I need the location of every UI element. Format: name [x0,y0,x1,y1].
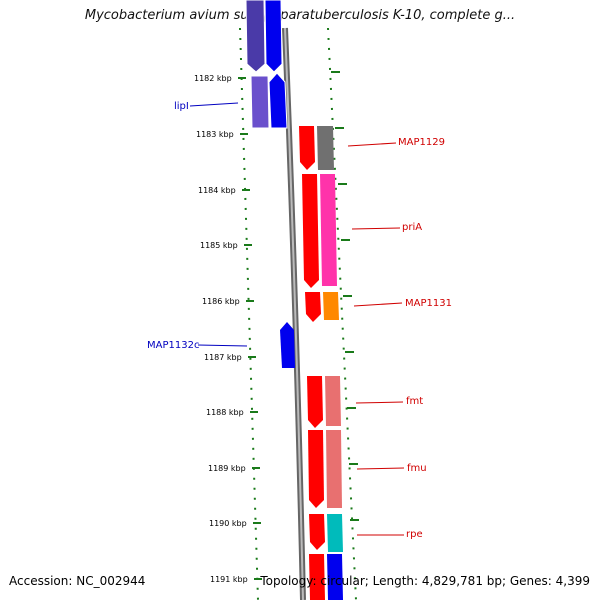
gene-pria-b [320,174,337,286]
gene-pria-a [302,174,319,288]
gene-upper-1 [245,0,266,73]
right-gene-labels: MAP1129 priA MAP1131 fmt fmu rpe [347,137,452,540]
gene-upper-2 [264,0,283,73]
kbp-axis: 1182 kbp 1183 kbp 1184 kbp 1185 kbp 1186… [194,74,262,584]
gene-lipI [250,75,270,129]
gene-map1132c [280,322,295,368]
gene-fmu-b [326,430,342,508]
kbp-1184: 1184 kbp [198,186,236,195]
gene-label-map1132c[interactable]: MAP1132c [147,340,199,351]
gene-label-map1131[interactable]: MAP1131 [405,298,452,309]
kbp-1182: 1182 kbp [194,74,232,83]
left-strand-genes [245,0,295,368]
gene-fmu-a [308,430,324,508]
kbp-1185: 1185 kbp [200,241,238,250]
kbp-1186: 1186 kbp [202,297,240,306]
right-strand-genes [299,126,343,600]
gene-map1129-a [299,126,315,170]
kbp-1188: 1188 kbp [206,408,244,417]
left-gene-labels: lipI MAP1132c [147,101,248,351]
gene-rpe-b [327,514,343,552]
gene-label-rpe[interactable]: rpe [406,529,423,540]
outer-ticks [331,71,359,521]
gene-map1129-b [317,126,334,170]
kbp-1187: 1187 kbp [204,353,242,362]
summary-text: Topology: circular; Length: 4,829,781 bp… [260,574,590,588]
kbp-1183: 1183 kbp [196,130,234,139]
gene-rpe-a [309,514,325,550]
gene-label-map1129[interactable]: MAP1129 [398,137,445,148]
gene-fmt-b [325,376,341,426]
gene-label-fmt[interactable]: fmt [406,396,423,407]
kbp-1190: 1190 kbp [209,519,247,528]
gene-map1131-a [305,292,321,322]
gene-label-pria[interactable]: priA [402,222,422,233]
accession-text: Accession: NC_002944 [9,574,146,588]
gene-bottom-a [309,554,325,600]
map-title: Mycobacterium avium subsp. paratuberculo… [84,8,516,23]
gene-label-lipI[interactable]: lipI [174,101,189,112]
gene-lipI-2 [268,72,288,129]
gene-map1131-b [323,292,339,320]
kbp-1189: 1189 kbp [208,464,246,473]
gene-label-fmu[interactable]: fmu [407,463,427,474]
kbp-1191: 1191 kbp [210,575,248,584]
gene-bottom-b [327,554,343,600]
gene-fmt-a [307,376,323,428]
